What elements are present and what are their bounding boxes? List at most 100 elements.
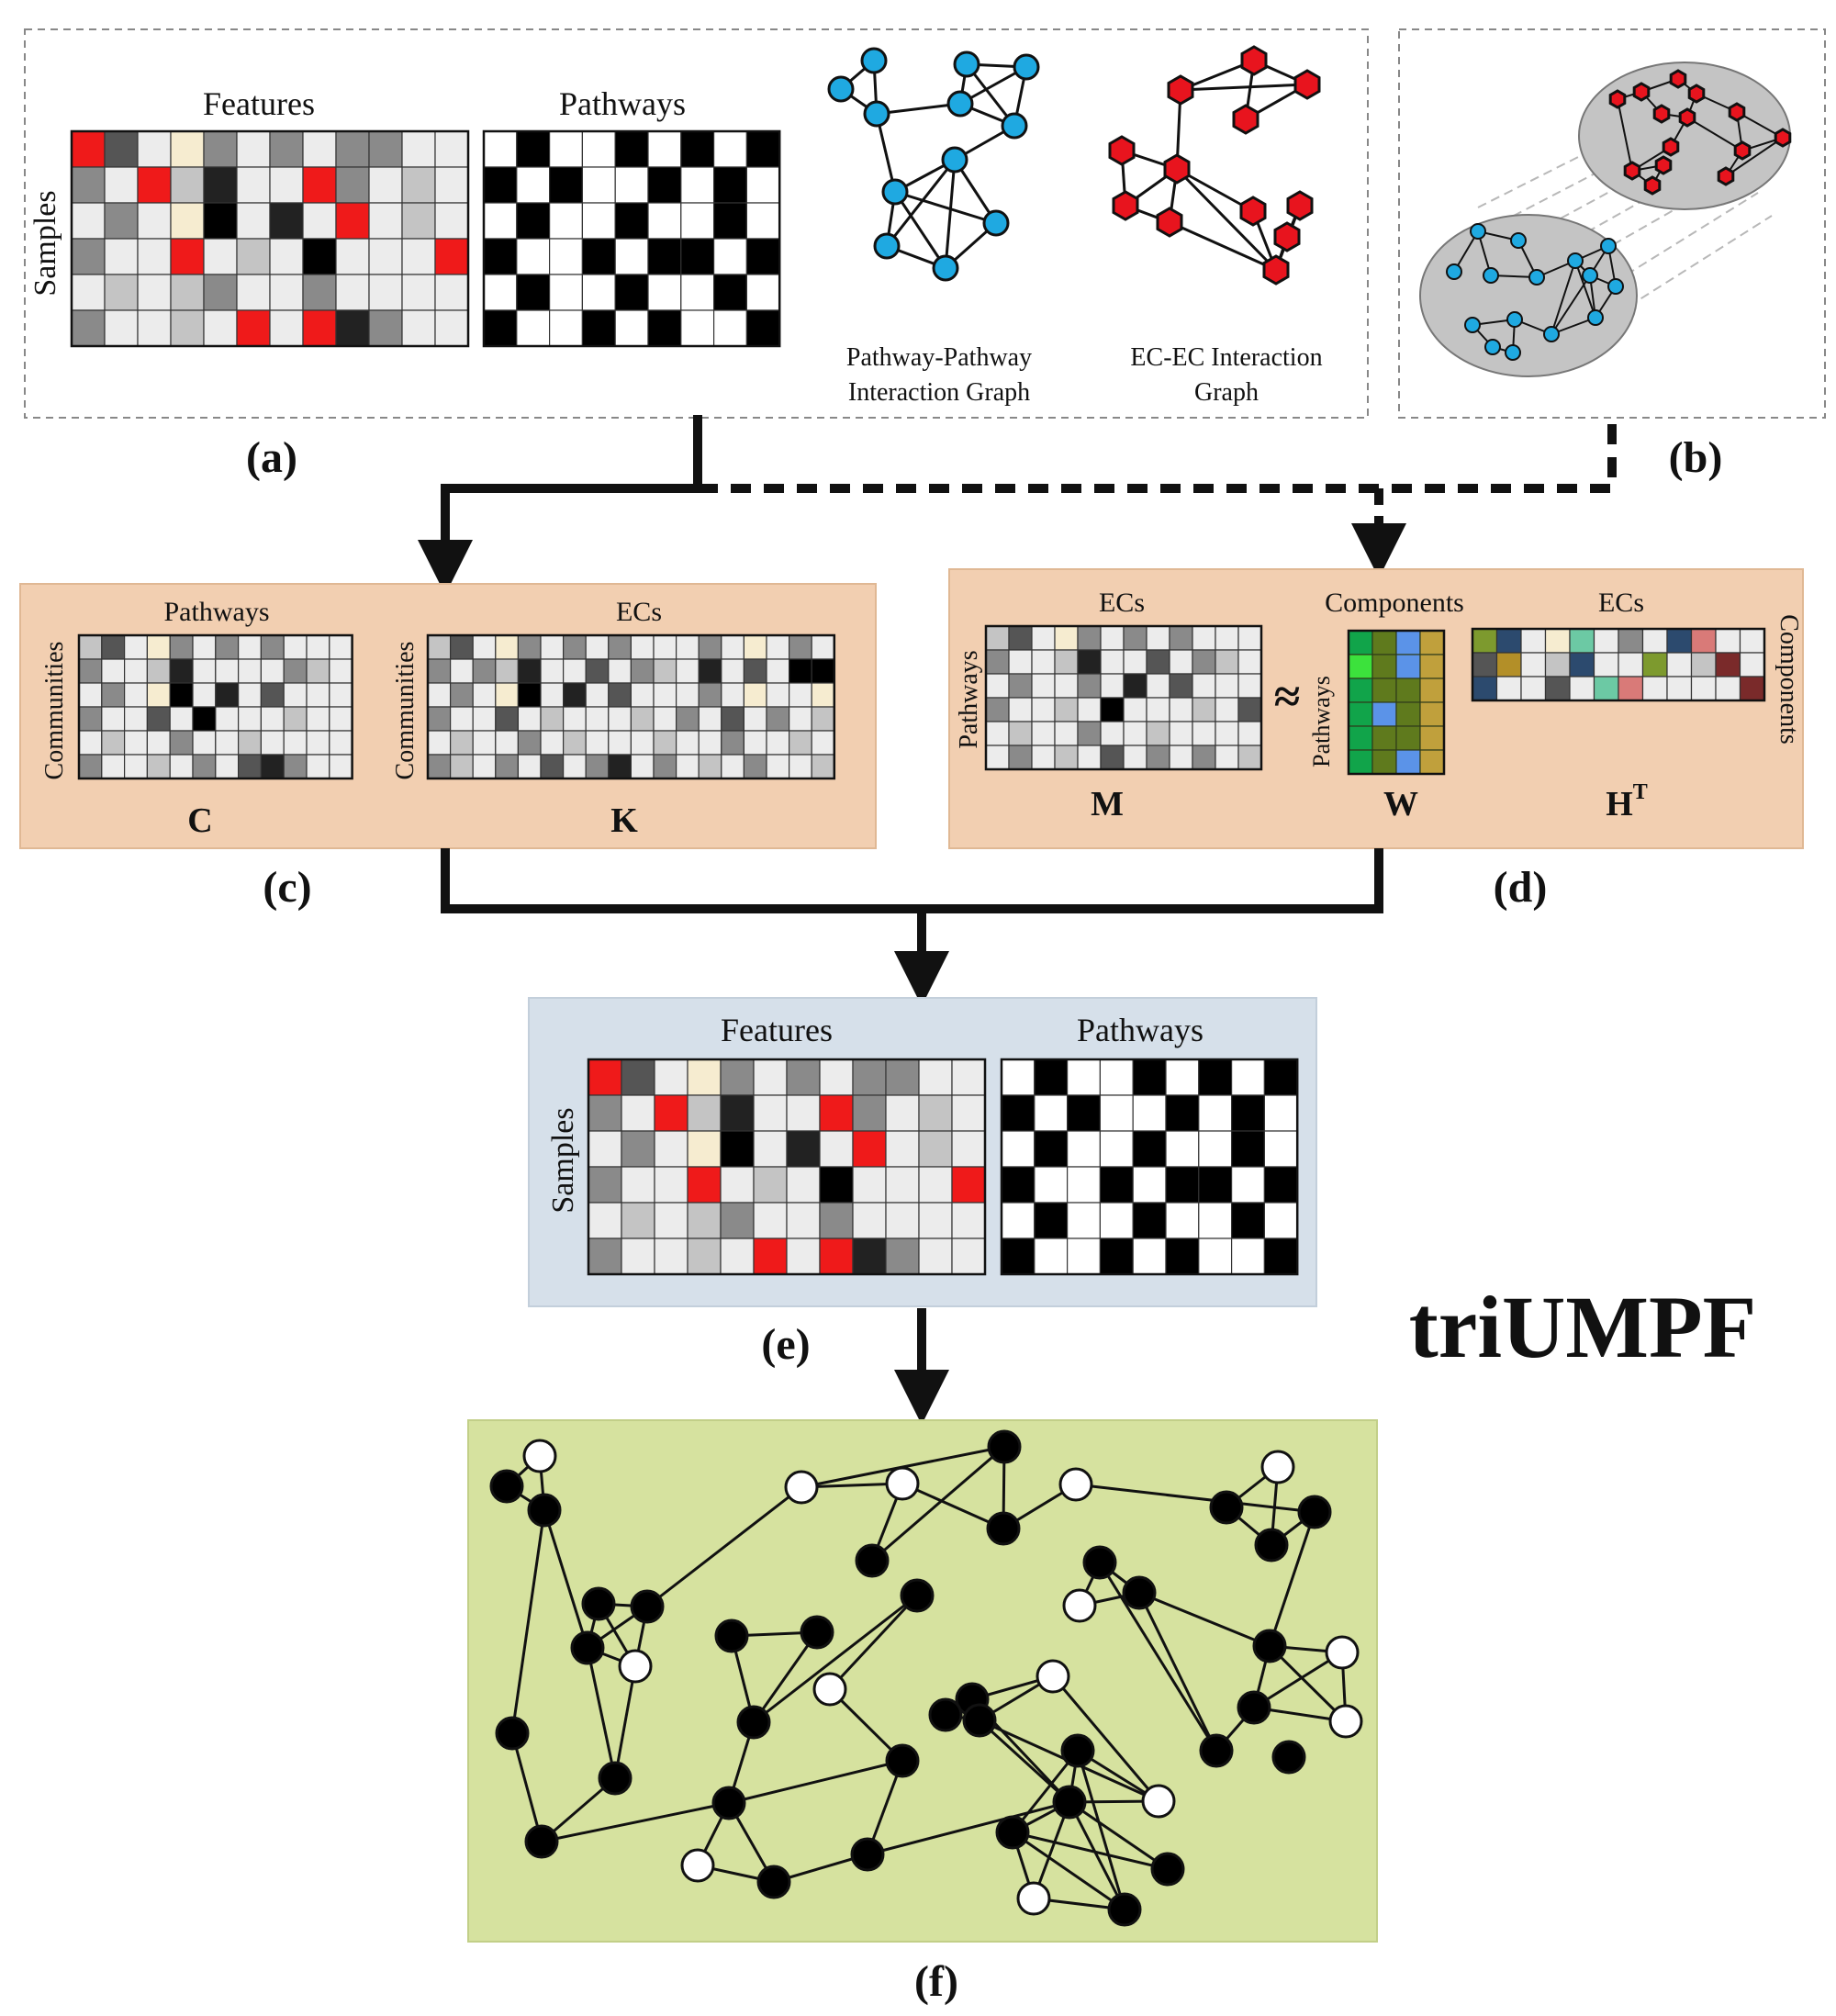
m-cell	[1100, 745, 1125, 770]
k-cell	[811, 634, 835, 660]
c-cell	[238, 634, 263, 660]
feature-cell	[621, 1166, 655, 1204]
network-edge	[1032, 1801, 1071, 1899]
k-cell	[608, 658, 632, 684]
ec-node	[1654, 155, 1673, 175]
feature-cell	[885, 1130, 920, 1168]
feature-cell	[720, 1202, 755, 1239]
m-cell	[1123, 649, 1148, 675]
network-edge	[752, 1631, 819, 1723]
feature-cell	[104, 202, 139, 240]
network-edge	[1137, 1592, 1218, 1752]
pathway-cell	[647, 309, 682, 347]
feature-cell	[401, 130, 436, 168]
ec-node	[1774, 128, 1792, 148]
c-cell	[78, 754, 103, 779]
c-cell	[215, 682, 240, 708]
panel-a-pathways-matrix	[482, 129, 781, 348]
k-cell	[495, 658, 519, 684]
ec-edge	[1725, 137, 1784, 177]
k-cell	[811, 682, 835, 708]
h-cell-border	[1471, 627, 1766, 702]
c-cell	[146, 634, 171, 660]
c-cell	[306, 658, 330, 684]
k-cell	[450, 754, 474, 779]
pathway-cell	[1132, 1130, 1167, 1168]
m-cell	[1100, 697, 1125, 722]
network-node-white	[1260, 1450, 1295, 1484]
network-edge	[1011, 1750, 1080, 1833]
m-cell	[1215, 649, 1239, 675]
network-node-black	[1060, 1733, 1095, 1768]
k-cell	[450, 658, 474, 684]
k-cell	[675, 658, 700, 684]
feature-cell	[786, 1166, 821, 1204]
ec-node	[1662, 137, 1680, 157]
k-cell	[675, 706, 700, 732]
pathway-cell	[581, 202, 616, 240]
feature-cell	[588, 1130, 622, 1168]
c-cell	[192, 634, 217, 660]
m-cell	[1237, 721, 1262, 746]
k-cell	[517, 754, 542, 779]
k-cell	[766, 682, 790, 708]
feature-cell	[753, 1058, 788, 1096]
c-cell	[306, 634, 330, 660]
network-node-black	[1271, 1740, 1306, 1775]
m-cell	[1169, 625, 1193, 651]
m-cell	[1146, 625, 1170, 651]
c-cell	[306, 682, 330, 708]
m-cell	[1100, 673, 1125, 699]
feature-cell	[588, 1058, 622, 1096]
c-cell	[260, 754, 285, 779]
ec-node	[1733, 140, 1752, 161]
panel-d-components-label-top: Components	[1325, 588, 1464, 618]
network-edge	[1069, 1800, 1169, 1871]
panel-e-letter: (e)	[761, 1320, 810, 1369]
k-cell	[450, 706, 474, 732]
panel-b-frame	[1398, 28, 1826, 419]
network-edge	[867, 1800, 1070, 1856]
pathway-cell	[712, 166, 747, 204]
feature-cell	[401, 238, 436, 275]
pathway-node	[1607, 278, 1624, 295]
m-cell	[1192, 721, 1216, 746]
pathway-cell	[483, 202, 518, 240]
network-node-black	[986, 1511, 1021, 1546]
network-node-white	[812, 1672, 847, 1707]
k-cell	[585, 730, 610, 756]
c-cell	[101, 706, 126, 732]
pathway-cell	[647, 166, 682, 204]
pathway-node	[827, 75, 855, 103]
w-cell	[1395, 701, 1421, 727]
w-cell	[1395, 749, 1421, 775]
pathway-cell	[516, 238, 551, 275]
w-cell	[1371, 630, 1397, 655]
k-cell	[540, 634, 565, 660]
pathway-cell	[1165, 1238, 1200, 1275]
k-cell	[585, 706, 610, 732]
network-node-white	[1058, 1467, 1093, 1502]
c-cell	[329, 658, 353, 684]
k-cell	[653, 682, 677, 708]
network-edge	[1012, 1831, 1169, 1871]
matrix-h-base: H	[1606, 785, 1633, 823]
feature-cell	[434, 274, 469, 311]
m-cell	[1008, 673, 1033, 699]
k-cell	[562, 634, 587, 660]
ec-node	[1239, 196, 1267, 227]
pathway-cell	[680, 202, 715, 240]
pathway-cell	[745, 166, 780, 204]
pathway-cell	[1263, 1202, 1298, 1239]
network-node-black	[928, 1697, 963, 1732]
panel-c-ecs-label: ECs	[616, 597, 662, 627]
feature-cell	[335, 274, 370, 311]
w-cell-border	[1347, 629, 1446, 776]
panel-e-pathways-label: Pathways	[1077, 1012, 1203, 1048]
w-cell	[1348, 630, 1373, 655]
pathway-cell	[483, 309, 518, 347]
pp-edge	[876, 102, 961, 116]
m-cell	[1146, 649, 1170, 675]
network-node-black	[1297, 1495, 1332, 1529]
h-cell	[1690, 652, 1717, 678]
